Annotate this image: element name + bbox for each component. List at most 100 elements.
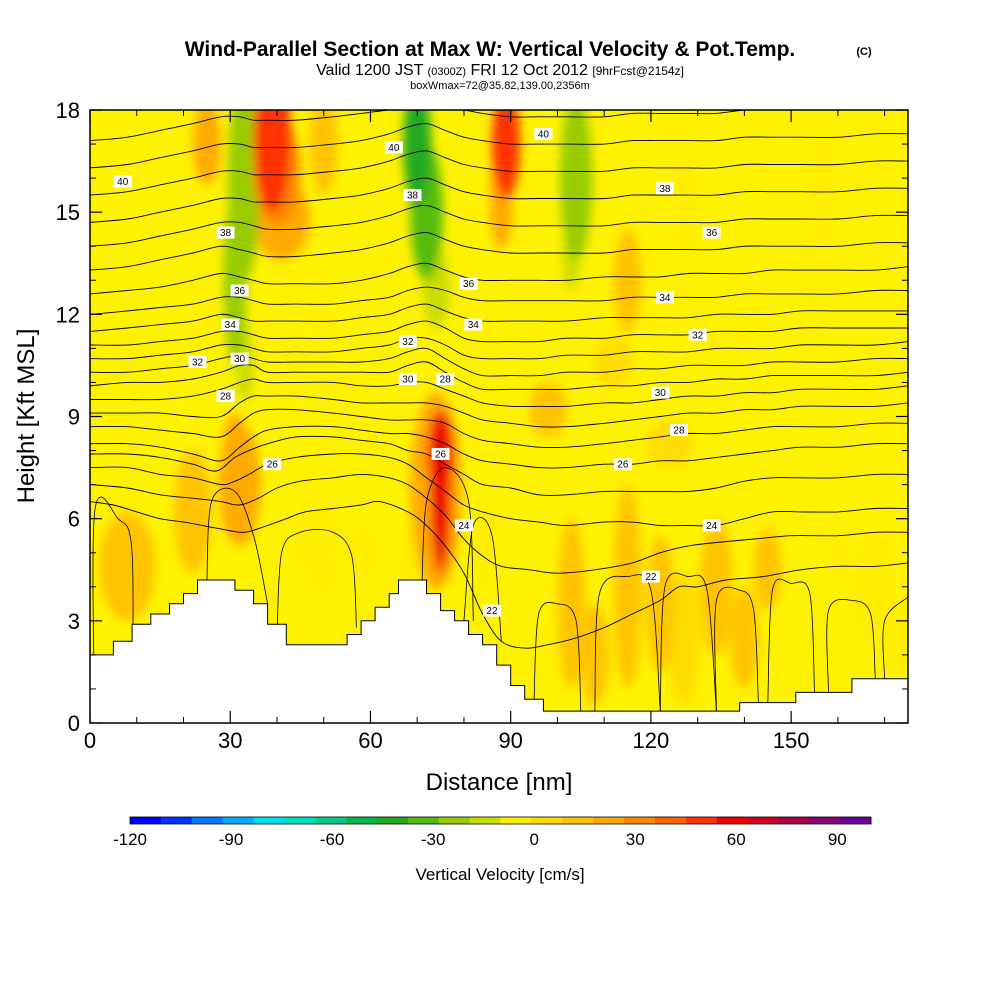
colorbar-tick-label: -30 — [421, 830, 446, 849]
contour-label: 34 — [464, 318, 483, 331]
isentrope-41 — [90, 123, 908, 169]
svg-text:22: 22 — [645, 572, 657, 583]
contour-label: 24 — [702, 519, 721, 532]
contour-label: 28 — [436, 373, 455, 386]
contour-label: 34 — [655, 291, 674, 304]
svg-text:32: 32 — [192, 358, 204, 369]
velocity-contour — [533, 601, 582, 712]
velocity-cell — [174, 450, 212, 574]
velocity-cell — [823, 532, 852, 587]
colorbar-swatch — [160, 817, 193, 824]
isentrope-32 — [90, 336, 908, 360]
contour-label: 40 — [534, 127, 553, 140]
velocity-cell — [646, 535, 675, 672]
colorbar-swatch — [469, 817, 501, 824]
velocity-cell — [676, 144, 700, 281]
svg-text:36: 36 — [706, 228, 718, 239]
velocity-cell — [594, 334, 633, 390]
colorbar-tick-label: 30 — [626, 830, 645, 849]
velocity-cell — [288, 501, 341, 570]
colorbar-swatch — [840, 817, 872, 824]
x-tick-label: 90 — [498, 728, 522, 753]
velocity-cell — [529, 382, 567, 437]
colorbar-swatch — [500, 817, 532, 824]
colorbar-swatch — [191, 817, 223, 824]
colorbar-swatch — [253, 817, 285, 824]
colorbar-swatch — [685, 817, 717, 824]
svg-text:32: 32 — [692, 330, 704, 341]
svg-text:24: 24 — [458, 521, 470, 532]
contour-label: 38 — [403, 189, 422, 202]
contour-label: 40 — [384, 141, 403, 154]
velocity-cell — [342, 525, 380, 580]
colorbar-tick-label: 0 — [529, 830, 538, 849]
colorbar-swatch — [377, 817, 409, 824]
colorbar-tick-label: 60 — [727, 830, 746, 849]
contour-label: 32 — [688, 328, 707, 341]
velocity-cell — [851, 525, 899, 649]
colorbar-swatch — [531, 817, 563, 824]
x-tick-label: 30 — [218, 728, 242, 753]
colorbar-tick-label: -60 — [320, 830, 345, 849]
velocity-contour — [826, 598, 876, 693]
colorbar-tick-label: -90 — [219, 830, 244, 849]
subtitle-forecast: [9hrFcst@2154z] — [592, 64, 684, 78]
colorbar-swatch — [778, 817, 810, 824]
svg-text:32: 32 — [402, 337, 414, 348]
isentrope-30 — [90, 361, 908, 391]
y-tick-label: 15 — [56, 200, 80, 225]
colorbar-swatch — [222, 817, 254, 824]
svg-text:26: 26 — [267, 460, 279, 471]
velocity-cell — [227, 110, 261, 281]
svg-text:34: 34 — [225, 320, 237, 331]
svg-text:34: 34 — [659, 293, 671, 304]
isentrope-24 — [90, 453, 908, 527]
isentrope-22 — [90, 500, 908, 649]
svg-text:28: 28 — [673, 426, 685, 437]
velocity-contour — [276, 529, 357, 638]
colorbar-swatch — [438, 817, 470, 824]
velocity-cell — [613, 229, 642, 332]
chart-subtitle-box: boxWmax=72@35.82,139.00,2356m — [410, 80, 590, 92]
isentrope-26 — [90, 425, 908, 469]
svg-text:28: 28 — [440, 375, 452, 386]
isentrope-25 — [90, 435, 908, 496]
y-tick-label: 3 — [68, 609, 80, 634]
contour-label: 36 — [702, 226, 721, 239]
contour-label: 26 — [263, 458, 282, 471]
colorbar-swatch — [562, 817, 594, 824]
isentrope-35 — [90, 286, 908, 315]
velocity-contour — [714, 586, 759, 712]
contour-label: 34 — [221, 318, 240, 331]
y-tick-label: 12 — [56, 302, 80, 327]
velocity-contour — [594, 574, 661, 712]
colorbar-swatch — [654, 817, 687, 824]
velocity-cell — [580, 603, 609, 706]
chart-subtitle: Valid 1200 JST (0300Z) FRI 12 Oct 2012 [… — [316, 62, 684, 79]
svg-text:26: 26 — [617, 460, 629, 471]
velocity-cell — [475, 494, 500, 597]
y-tick-label: 6 — [68, 507, 80, 532]
x-tick-label: 120 — [633, 728, 670, 753]
y-tick-label: 9 — [68, 405, 80, 430]
contour-label: 32 — [398, 335, 417, 348]
plot-area: 40 38 36 34 32 30 28 26 40 38 36 34 32 30 28 26 24 22 40 38… — [90, 110, 908, 723]
colorbar: -120 -90 -60 -30 0 30 60 90 — [113, 816, 872, 849]
velocity-cell — [253, 110, 291, 213]
svg-text:40: 40 — [388, 143, 400, 154]
svg-text:30: 30 — [655, 388, 667, 399]
contour-label: 22 — [482, 604, 501, 617]
svg-text:38: 38 — [407, 191, 419, 202]
svg-text:30: 30 — [234, 354, 246, 365]
contour-label: 40 — [113, 175, 132, 188]
x-tick-label: 60 — [358, 728, 382, 753]
colorbar-swatch — [624, 817, 656, 824]
svg-text:40: 40 — [538, 129, 550, 140]
isentrope-33 — [90, 320, 908, 346]
velocity-cell — [491, 110, 521, 199]
contour-label: 26 — [431, 447, 450, 460]
svg-text:28: 28 — [220, 392, 232, 403]
contour-label: 22 — [641, 570, 660, 583]
contour-label: 24 — [454, 519, 473, 532]
